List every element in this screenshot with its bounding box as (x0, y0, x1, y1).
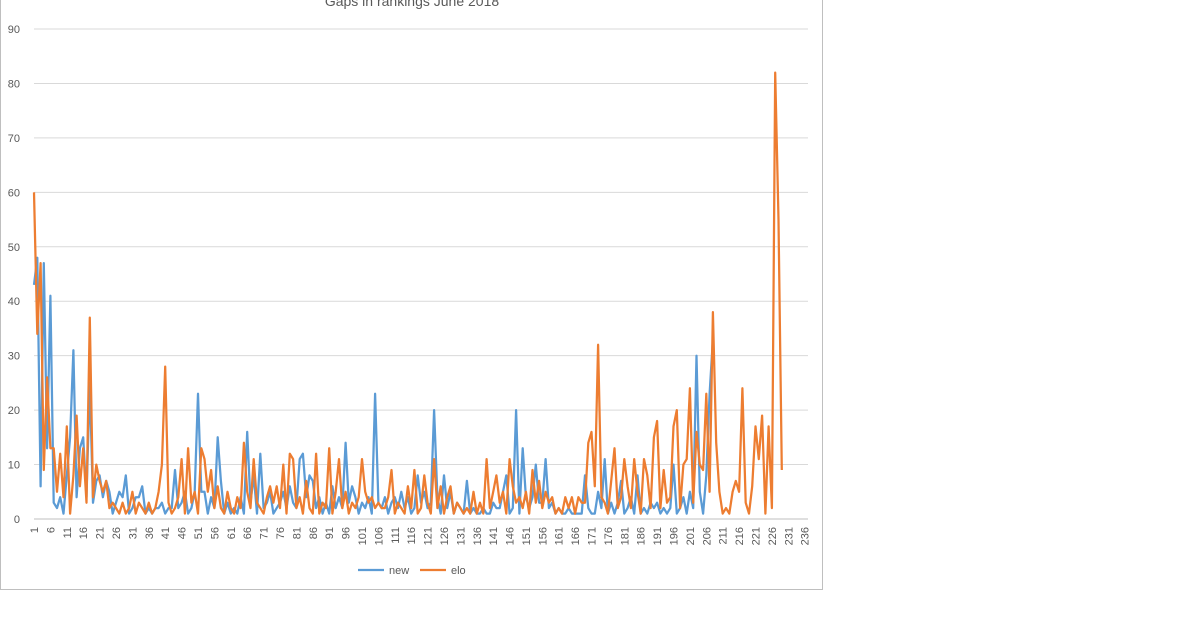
x-tick-label: 136 (472, 527, 484, 545)
x-tick-label: 76 (275, 527, 287, 539)
x-tick-label: 166 (570, 527, 582, 545)
x-tick-label: 11 (62, 527, 74, 538)
y-axis-tick-labels: 0 10 20 30 40 50 60 70 80 90 (8, 24, 20, 526)
y-tick-label: 90 (8, 24, 20, 36)
y-tick-label: 50 (8, 242, 20, 254)
x-tick-label: 36 (144, 527, 156, 539)
x-tick-label: 146 (505, 527, 517, 545)
x-tick-label: 71 (259, 527, 271, 539)
x-tick-label: 201 (685, 527, 697, 545)
y-tick-label: 40 (8, 296, 20, 308)
y-tick-label: 70 (8, 133, 20, 145)
x-axis-tick-labels: 1 6 11 16 21 26 31 36 41 46 51 56 61 66 71 76 81 86 91 96 10… (29, 527, 812, 545)
x-tick-label: 6 (45, 527, 57, 533)
x-tick-label: 16 (78, 527, 90, 539)
x-tick-label: 181 (619, 527, 631, 545)
x-tick-label: 96 (341, 527, 353, 539)
x-tick-label: 26 (111, 527, 123, 539)
x-tick-label: 191 (652, 527, 664, 545)
x-tick-label: 211 (718, 527, 730, 545)
x-tick-label: 116 (406, 527, 418, 545)
x-tick-label: 171 (587, 527, 599, 545)
x-tick-label: 106 (373, 527, 385, 545)
series-lines (32, 71, 783, 515)
x-tick-label: 151 (521, 527, 533, 545)
x-tick-label: 21 (95, 527, 107, 539)
y-tick-label: 0 (14, 514, 20, 526)
x-tick-label: 186 (636, 527, 648, 545)
x-tick-label: 31 (127, 527, 139, 539)
x-tick-label: 56 (209, 527, 221, 539)
series-line-elo (32, 71, 783, 515)
x-tick-label: 231 (783, 527, 795, 545)
x-tick-label: 46 (177, 527, 189, 539)
chart-title: Gaps in rankings June 2018 (325, 0, 500, 9)
x-tick-label: 1 (29, 527, 41, 533)
legend: new elo (358, 565, 466, 577)
legend-label-new: new (389, 565, 409, 577)
x-tick-label: 206 (701, 527, 713, 545)
x-tick-label: 141 (488, 527, 500, 545)
x-tick-label: 91 (324, 527, 336, 539)
x-tick-label: 161 (554, 527, 566, 545)
x-tick-label: 131 (455, 527, 467, 545)
x-tick-label: 41 (160, 527, 172, 539)
x-tick-label: 216 (734, 527, 746, 545)
x-tick-label: 226 (767, 527, 779, 545)
x-tick-label: 156 (537, 527, 549, 545)
x-tick-label: 81 (291, 527, 303, 539)
y-tick-label: 30 (8, 351, 20, 363)
x-tick-label: 236 (800, 527, 812, 545)
x-tick-label: 121 (423, 527, 435, 545)
x-tick-label: 126 (439, 527, 451, 545)
y-tick-label: 20 (8, 405, 20, 417)
x-tick-label: 111 (390, 527, 402, 544)
x-tick-label: 51 (193, 527, 205, 539)
x-tick-label: 86 (308, 527, 320, 539)
y-tick-label: 80 (8, 78, 20, 90)
x-tick-label: 196 (669, 527, 681, 545)
x-tick-label: 176 (603, 527, 615, 545)
y-tick-label: 60 (8, 187, 20, 199)
x-tick-label: 101 (357, 527, 369, 545)
x-tick-label: 61 (226, 527, 238, 539)
x-tick-label: 66 (242, 527, 254, 539)
y-tick-label: 10 (8, 460, 20, 472)
x-tick-label: 221 (751, 527, 763, 545)
legend-label-elo: elo (451, 565, 466, 577)
